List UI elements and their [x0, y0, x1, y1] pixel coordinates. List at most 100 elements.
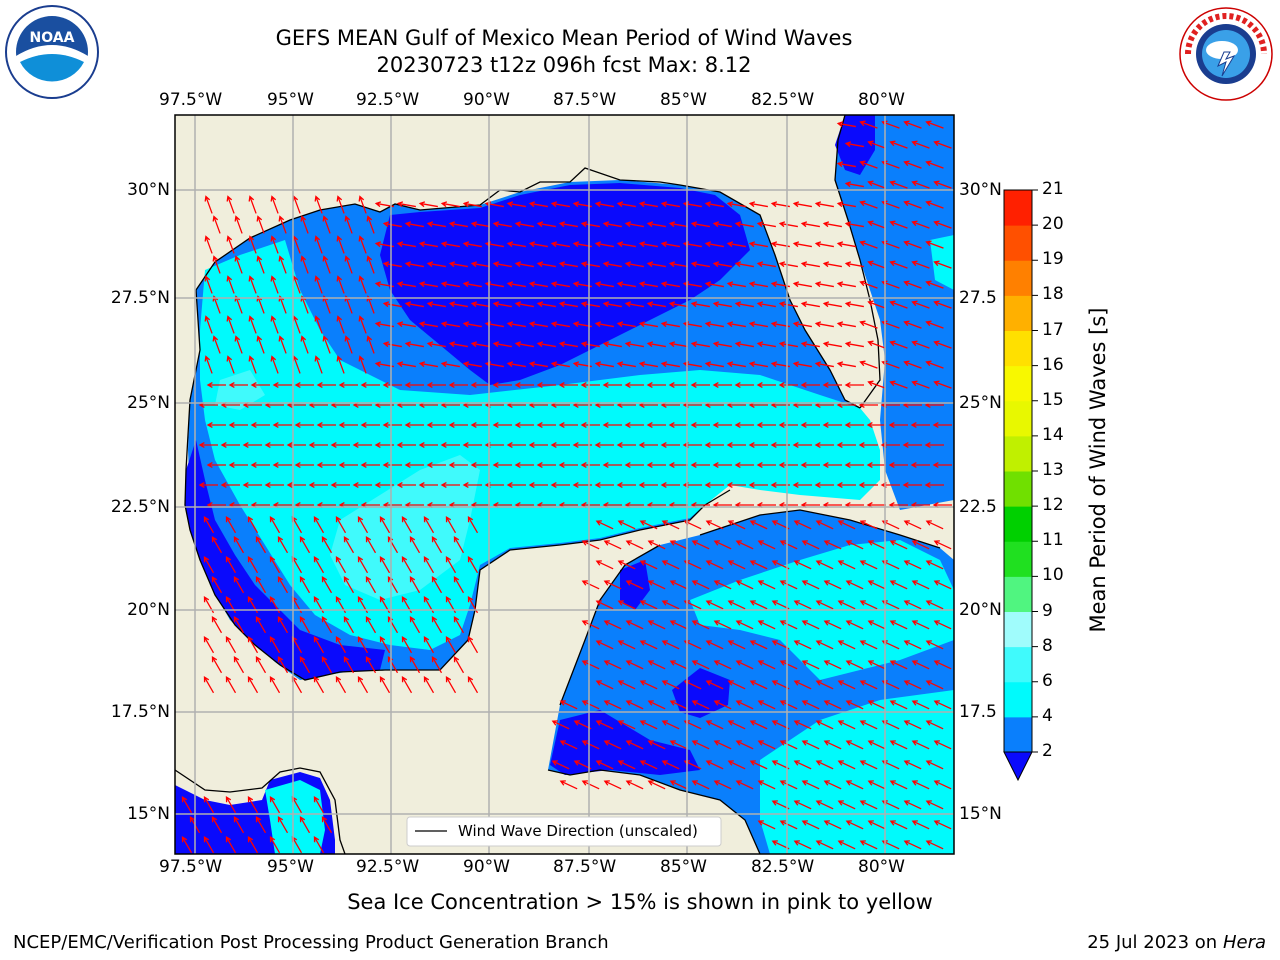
wind-arrow: [669, 580, 688, 590]
wind-arrow: [690, 261, 710, 268]
wind-arrow: [903, 200, 922, 209]
wind-arrow: [814, 442, 834, 448]
wind-arrow: [335, 556, 347, 574]
legend-label: Wind Wave Direction (unscaled): [458, 822, 698, 840]
wind-arrow: [536, 261, 556, 268]
wind-arrow: [867, 820, 886, 830]
wind-arrow: [889, 620, 908, 630]
wind-arrow: [467, 556, 479, 574]
wind-arrow: [726, 201, 746, 208]
wind-arrow: [256, 255, 265, 274]
wind-arrow: [836, 281, 856, 288]
wind-arrow: [867, 540, 886, 550]
wind-arrow: [845, 740, 864, 750]
wind-arrow: [823, 540, 842, 550]
wind-arrow: [661, 680, 680, 690]
wind-arrow: [793, 560, 812, 570]
wind-arrow: [580, 462, 600, 468]
wind-arrow: [336, 195, 345, 214]
wind-arrow: [757, 740, 776, 750]
wind-arrow: [713, 620, 732, 630]
wind-arrow: [467, 636, 479, 654]
wind-arrow: [779, 780, 798, 790]
wind-arrow: [933, 180, 952, 189]
wind-arrow: [867, 340, 886, 349]
wind-arrow: [815, 640, 834, 650]
wind-arrow: [712, 462, 732, 468]
wind-arrow: [749, 640, 768, 650]
wind-arrow: [514, 341, 534, 348]
wind-arrow: [242, 482, 262, 488]
wind-arrow: [778, 341, 798, 348]
colorbar-tick-label: 6: [1042, 670, 1053, 691]
wind-arrow: [248, 275, 257, 294]
wind-arrow: [313, 676, 325, 694]
wind-arrow: [617, 520, 636, 530]
wind-arrow: [844, 462, 864, 468]
wind-arrow: [867, 700, 886, 710]
wind-arrow: [492, 462, 512, 468]
wind-arrow: [911, 780, 930, 790]
wind-arrow: [792, 442, 812, 448]
wind-arrow: [925, 360, 944, 369]
wind-arrow: [269, 796, 281, 814]
wind-arrow: [360, 382, 380, 388]
lon-label-top-82_5: 82.5°W: [751, 90, 815, 110]
wind-arrow: [639, 680, 658, 690]
wind-arrow: [401, 516, 413, 534]
wind-arrow: [647, 660, 666, 670]
wind-arrow: [836, 121, 856, 128]
wind-arrow: [352, 442, 372, 448]
wind-arrow: [299, 536, 311, 554]
wind-arrow: [734, 422, 754, 428]
colorbar-segment: [1004, 681, 1032, 718]
colorbar-title: Mean Period of Wind Waves [s]: [1086, 307, 1110, 633]
lat-label-left-22_5: 22.5°N: [110, 497, 170, 517]
wind-arrow: [203, 636, 215, 654]
wind-arrow: [713, 580, 732, 590]
wind-arrow: [911, 300, 930, 309]
wind-arrow: [431, 616, 443, 634]
wind-arrow: [379, 676, 391, 694]
wind-arrow: [903, 640, 922, 650]
noaa-logo-text: NOAA: [30, 30, 75, 46]
colorbar-segment: [1004, 330, 1032, 367]
wind-arrow: [822, 382, 842, 388]
wind-arrow: [792, 281, 812, 288]
wind-arrow: [757, 780, 776, 790]
wind-arrow: [756, 462, 776, 468]
wind-arrow: [933, 820, 952, 830]
wind-arrow: [925, 680, 944, 690]
lon-label-top-87_5: 87.5°W: [553, 90, 617, 110]
wind-arrow: [889, 700, 908, 710]
wind-arrow: [514, 301, 534, 308]
wind-arrow: [757, 540, 776, 550]
wind-arrow: [903, 280, 922, 289]
wind-arrow: [278, 215, 287, 234]
colorbar: [1003, 189, 1038, 782]
wind-arrow: [925, 720, 944, 730]
wind-arrow: [801, 660, 820, 670]
wind-arrow: [448, 261, 468, 268]
lon-label-bottom-85: 85°W: [660, 857, 707, 877]
wind-arrow: [822, 221, 842, 228]
wind-arrow: [690, 221, 710, 228]
lon-label-bottom-82_5: 82.5°W: [751, 857, 815, 877]
wind-arrow: [705, 640, 724, 650]
wind-arrow: [250, 422, 270, 428]
wind-arrow: [859, 520, 878, 530]
wind-arrow: [272, 422, 292, 428]
wind-arrow: [647, 540, 666, 550]
wind-arrow: [206, 462, 226, 468]
wind-arrow: [225, 636, 237, 654]
wind-arrow: [379, 556, 391, 574]
wind-arrow: [181, 796, 193, 814]
wind-arrow: [933, 340, 952, 349]
wind-arrow: [313, 836, 325, 854]
wind-arrow: [933, 660, 952, 670]
wind-arrow: [300, 215, 309, 234]
wind-arrow: [867, 660, 886, 670]
lon-label-bottom-92_5: 92.5°W: [356, 857, 420, 877]
wind-arrow: [336, 275, 345, 294]
wind-arrow: [594, 442, 614, 448]
